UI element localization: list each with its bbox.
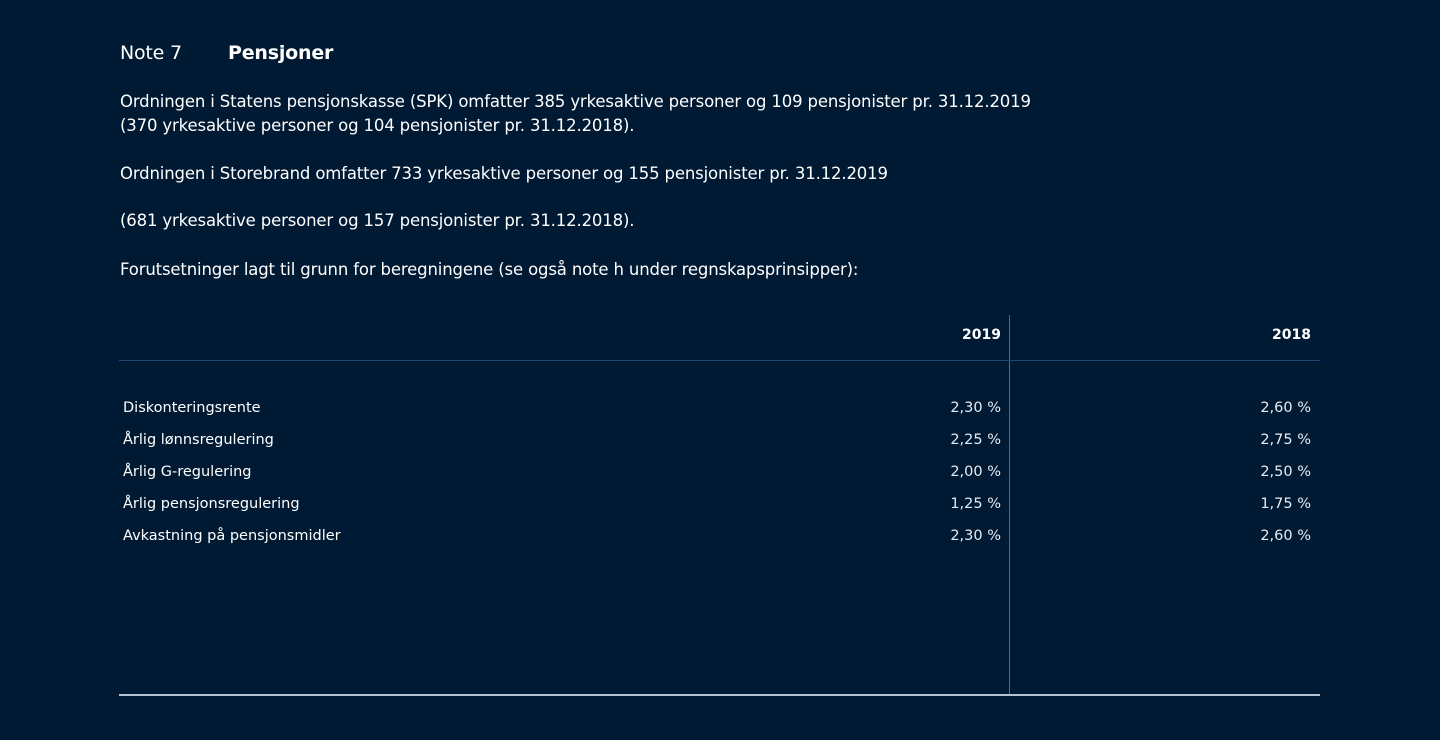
spk-paragraph: Ordningen i Statens pensjonskasse (SPK) … <box>120 90 1031 138</box>
assumptions-table: 2019 2018 Diskonteringsrente 2,30 % 2,60… <box>119 315 1320 696</box>
value-2019: 2,30 % <box>950 528 1001 544</box>
value-2019: 2,00 % <box>950 464 1001 480</box>
value-2019: 2,30 % <box>950 400 1001 416</box>
table-row: Årlig lønnsregulering 2,25 % 2,75 % <box>119 432 1320 454</box>
column-header-2018: 2018 <box>1272 327 1311 343</box>
note-header: Note 7 Pensjoner <box>120 40 333 66</box>
assumptions-intro: Forutsetninger lagt til grunn for beregn… <box>120 260 859 279</box>
column-divider <box>1009 315 1010 695</box>
row-label: Årlig G-regulering <box>123 464 252 480</box>
row-label: Årlig lønnsregulering <box>123 432 274 448</box>
header-rule <box>119 360 1320 361</box>
bottom-rule <box>119 694 1320 696</box>
value-2018: 2,60 % <box>1260 400 1311 416</box>
spk-line-1: Ordningen i Statens pensjonskasse (SPK) … <box>120 92 1031 111</box>
storebrand-line-1: Ordningen i Storebrand omfatter 733 yrke… <box>120 164 888 183</box>
value-2018: 2,75 % <box>1260 432 1311 448</box>
table-row: Diskonteringsrente 2,30 % 2,60 % <box>119 400 1320 422</box>
row-label: Årlig pensjonsregulering <box>123 496 300 512</box>
note-number: Note 7 <box>120 42 182 64</box>
note-title: Pensjoner <box>228 42 334 64</box>
column-header-2019: 2019 <box>962 327 1001 343</box>
table-row: Årlig pensjonsregulering 1,25 % 1,75 % <box>119 496 1320 518</box>
row-label: Diskonteringsrente <box>123 400 261 416</box>
table-row: Årlig G-regulering 2,00 % 2,50 % <box>119 464 1320 486</box>
row-label: Avkastning på pensjonsmidler <box>123 528 341 544</box>
storebrand-line-2: (681 yrkesaktive personer og 157 pensjon… <box>120 211 635 230</box>
value-2019: 2,25 % <box>950 432 1001 448</box>
table-row: Avkastning på pensjonsmidler 2,30 % 2,60… <box>119 528 1320 550</box>
spk-line-2: (370 yrkesaktive personer og 104 pensjon… <box>120 116 635 135</box>
value-2018: 1,75 % <box>1260 496 1311 512</box>
value-2019: 1,25 % <box>950 496 1001 512</box>
value-2018: 2,60 % <box>1260 528 1311 544</box>
value-2018: 2,50 % <box>1260 464 1311 480</box>
